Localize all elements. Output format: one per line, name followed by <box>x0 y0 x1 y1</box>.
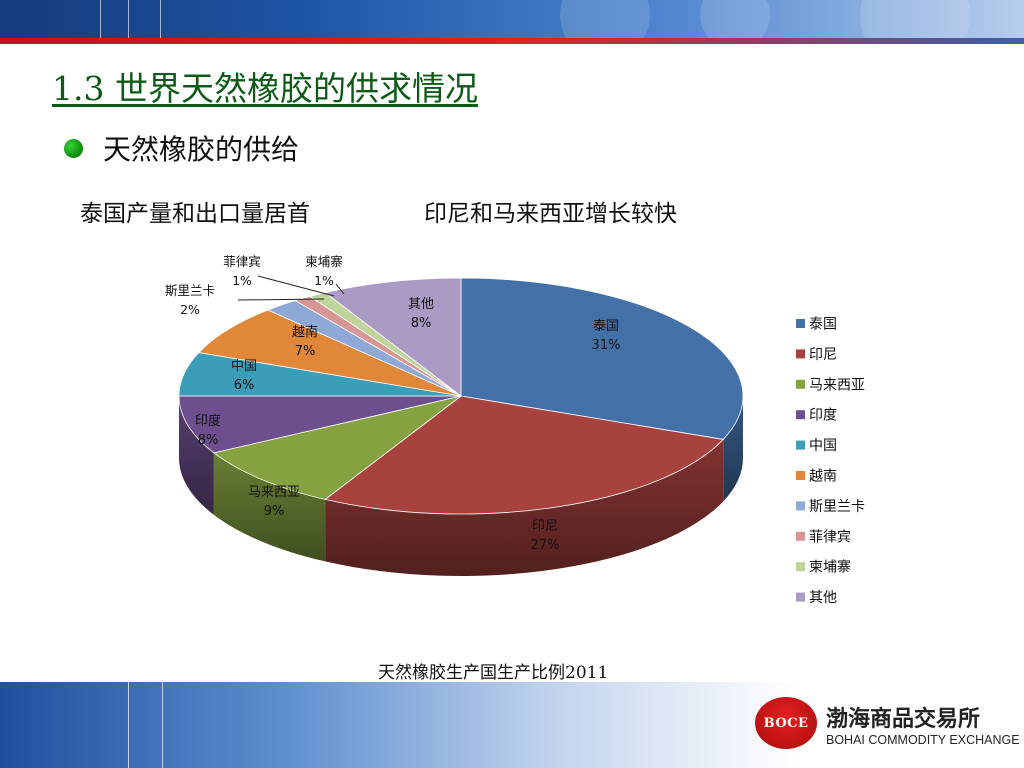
legend-swatch <box>796 440 805 450</box>
legend-entry-label: 越南 <box>809 469 837 485</box>
slice-percent-label: 31% <box>592 338 621 353</box>
slice-percent-label: 8% <box>411 316 432 331</box>
legend-swatch <box>796 592 805 602</box>
slice-name-label: 其他 <box>408 297 434 312</box>
slice-percent-label: 9% <box>264 504 285 519</box>
pie-chart: 泰国 31% 印尼 27% 马来西亚 9% 印度 8% 中国 6% 越南 7% 斯里兰卡 2% 菲律宾 1% 柬… <box>165 254 865 606</box>
exchange-name-en: BOHAI COMMODITY EXCHANGE <box>826 733 1020 747</box>
note-indonesia-malaysia: 印尼和马来西亚增长较快 <box>424 201 677 227</box>
slice-percent-label: 7% <box>295 344 316 359</box>
bullet-item: 天然橡胶的供给 <box>64 128 299 168</box>
leader-line <box>257 275 335 297</box>
leader-line <box>335 283 345 295</box>
slice-name-label: 中国 <box>231 359 257 374</box>
pie-slice-印尼 <box>324 395 725 515</box>
pie-side-马来西亚 <box>213 452 326 562</box>
slice-name-label: 印尼 <box>532 519 558 534</box>
slice-name-label: 马来西亚 <box>248 485 300 500</box>
legend-entry-label: 斯里兰卡 <box>809 499 865 515</box>
legend-entry-label: 印尼 <box>809 347 837 363</box>
slide-title: 1.3 世界天然橡胶的供求情况 <box>52 69 478 108</box>
pie-slice-越南 <box>197 309 462 397</box>
legend-entry-label: 泰国 <box>809 317 837 333</box>
slice-name-label: 斯里兰卡 <box>165 283 215 298</box>
legend-swatch <box>796 349 805 359</box>
legend-entry-label: 马来西亚 <box>809 377 865 393</box>
note-thailand: 泰国产量和出口量居首 <box>80 201 310 227</box>
leader-line <box>237 298 325 301</box>
slice-percent-label: 2% <box>180 302 200 317</box>
top-banner <box>0 0 1024 40</box>
slice-percent-label: 6% <box>234 378 255 393</box>
bullet-dot-icon <box>64 138 83 158</box>
slice-name-label: 泰国 <box>593 319 619 334</box>
slice-name-label: 菲律宾 <box>223 254 261 269</box>
pie-slice-泰国 <box>460 277 744 440</box>
slice-name-label: 柬埔寨 <box>305 254 343 269</box>
slice-name-label: 越南 <box>292 324 318 340</box>
legend-swatch <box>796 501 805 511</box>
boce-logo-icon: BOCE <box>755 697 817 749</box>
legend-entry-label: 柬埔寨 <box>809 559 851 576</box>
pie-side-印尼 <box>325 439 724 576</box>
legend-swatch <box>796 471 805 480</box>
legend-swatch <box>796 531 805 541</box>
legend-entry-label: 菲律宾 <box>809 529 851 545</box>
pie-slice-马来西亚 <box>212 395 462 500</box>
pie-slice-其他 <box>324 277 462 397</box>
bullet-text: 天然橡胶的供给 <box>103 133 300 166</box>
title-divider <box>0 38 1024 44</box>
exchange-name-cn: 渤海商品交易所 <box>826 707 981 732</box>
pie-side-泰国 <box>723 396 743 502</box>
pie-slice-印度 <box>178 395 462 454</box>
slice-percent-label: 1% <box>232 273 252 288</box>
legend-swatch <box>796 379 805 389</box>
legend-swatch <box>796 410 805 420</box>
legend-swatch <box>796 562 805 572</box>
slice-percent-label: 8% <box>198 433 219 448</box>
slice-name-label: 印度 <box>195 413 221 429</box>
bottom-banner <box>0 682 1024 768</box>
legend-swatch <box>796 319 805 328</box>
slice-percent-label: 27% <box>531 538 560 553</box>
legend-entry-label: 中国 <box>809 438 837 454</box>
slice-percent-label: 1% <box>314 273 334 288</box>
legend-entry-label: 其他 <box>809 590 837 606</box>
chart-title: 天然橡胶生产国生产比例2011 <box>378 663 609 683</box>
legend-entry-label: 印度 <box>809 408 837 424</box>
